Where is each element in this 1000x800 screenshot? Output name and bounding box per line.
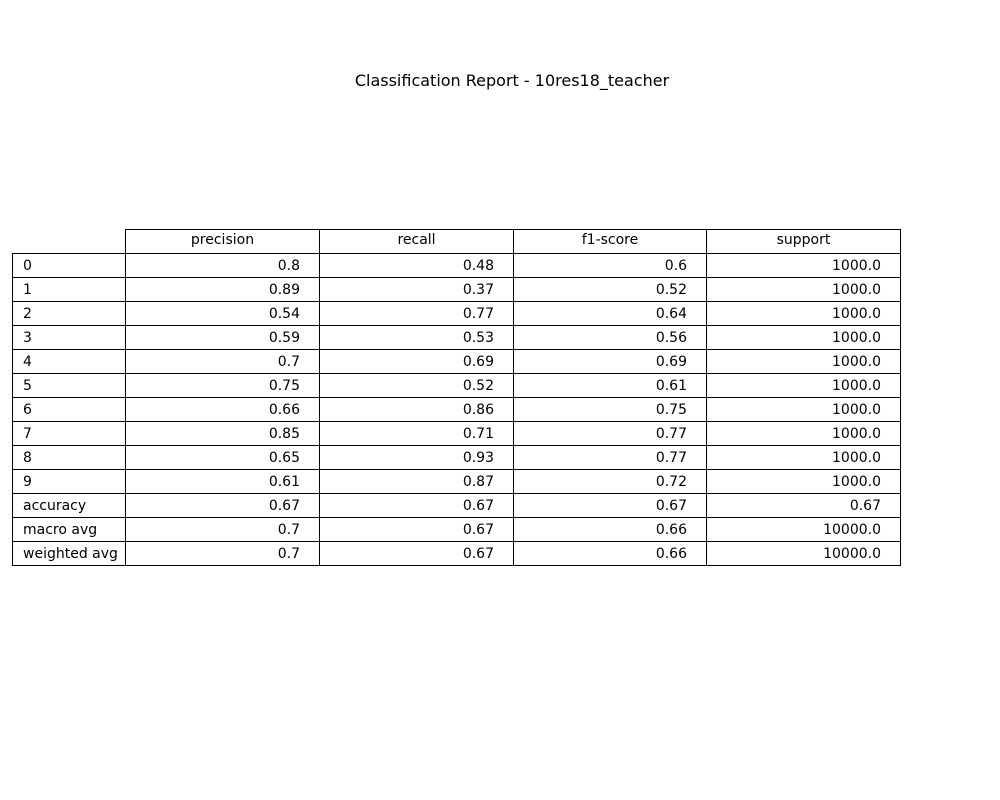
- cell-support: 1000.0: [706, 349, 901, 374]
- row-label: 4: [12, 349, 126, 374]
- cell-precision: 0.85: [125, 421, 320, 446]
- cell-f1-score: 0.66: [513, 541, 707, 566]
- row-label: 7: [12, 421, 126, 446]
- cell-recall: 0.93: [319, 445, 514, 470]
- column-header-precision: precision: [125, 229, 320, 254]
- cell-recall: 0.67: [319, 541, 514, 566]
- cell-support: 1000.0: [706, 277, 901, 302]
- cell-f1-score: 0.72: [513, 469, 707, 494]
- header-corner: [13, 230, 126, 254]
- table-row: 8 0.65 0.93 0.77 1000.0: [12, 445, 901, 470]
- row-label: 5: [12, 373, 126, 398]
- chart-title: Classification Report - 10res18_teacher: [354, 71, 670, 90]
- column-header-support: support: [706, 229, 901, 254]
- classification-report-table: precision recall f1-score support 0 0.8 0.…: [12, 229, 901, 566]
- cell-precision: 0.65: [125, 445, 320, 470]
- row-label: accuracy: [12, 493, 126, 518]
- row-label: weighted avg: [12, 541, 126, 566]
- cell-recall: 0.67: [319, 493, 514, 518]
- table-row: 1 0.89 0.37 0.52 1000.0: [12, 277, 901, 302]
- cell-precision: 0.75: [125, 373, 320, 398]
- cell-f1-score: 0.67: [513, 493, 707, 518]
- table-row: 2 0.54 0.77 0.64 1000.0: [12, 301, 901, 326]
- table-row: weighted avg 0.7 0.67 0.66 10000.0: [12, 541, 901, 566]
- table-row: macro avg 0.7 0.67 0.66 10000.0: [12, 517, 901, 542]
- cell-precision: 0.61: [125, 469, 320, 494]
- cell-support: 1000.0: [706, 421, 901, 446]
- row-label: 3: [12, 325, 126, 350]
- cell-f1-score: 0.61: [513, 373, 707, 398]
- cell-support: 1000.0: [706, 397, 901, 422]
- cell-support: 0.67: [706, 493, 901, 518]
- row-label: 8: [12, 445, 126, 470]
- cell-precision: 0.7: [125, 541, 320, 566]
- cell-f1-score: 0.77: [513, 421, 707, 446]
- table-row: 4 0.7 0.69 0.69 1000.0: [12, 349, 901, 374]
- cell-recall: 0.52: [319, 373, 514, 398]
- cell-precision: 0.66: [125, 397, 320, 422]
- cell-precision: 0.7: [125, 517, 320, 542]
- cell-recall: 0.87: [319, 469, 514, 494]
- cell-support: 10000.0: [706, 541, 901, 566]
- cell-f1-score: 0.69: [513, 349, 707, 374]
- row-label: 9: [12, 469, 126, 494]
- cell-support: 1000.0: [706, 373, 901, 398]
- cell-precision: 0.89: [125, 277, 320, 302]
- cell-precision: 0.67: [125, 493, 320, 518]
- table-row: 7 0.85 0.71 0.77 1000.0: [12, 421, 901, 446]
- row-label: 6: [12, 397, 126, 422]
- cell-support: 1000.0: [706, 445, 901, 470]
- cell-support: 1000.0: [706, 253, 901, 278]
- cell-recall: 0.77: [319, 301, 514, 326]
- cell-precision: 0.59: [125, 325, 320, 350]
- cell-f1-score: 0.52: [513, 277, 707, 302]
- cell-precision: 0.54: [125, 301, 320, 326]
- column-header-f1-score: f1-score: [513, 229, 707, 254]
- cell-f1-score: 0.64: [513, 301, 707, 326]
- row-label: 1: [12, 277, 126, 302]
- cell-f1-score: 0.77: [513, 445, 707, 470]
- cell-precision: 0.8: [125, 253, 320, 278]
- cell-precision: 0.7: [125, 349, 320, 374]
- cell-support: 10000.0: [706, 517, 901, 542]
- cell-recall: 0.71: [319, 421, 514, 446]
- table-row: 5 0.75 0.52 0.61 1000.0: [12, 373, 901, 398]
- cell-recall: 0.86: [319, 397, 514, 422]
- cell-f1-score: 0.66: [513, 517, 707, 542]
- row-label: 0: [12, 253, 126, 278]
- cell-support: 1000.0: [706, 469, 901, 494]
- cell-f1-score: 0.56: [513, 325, 707, 350]
- table-row: 9 0.61 0.87 0.72 1000.0: [12, 469, 901, 494]
- cell-support: 1000.0: [706, 301, 901, 326]
- cell-f1-score: 0.6: [513, 253, 707, 278]
- table-row: accuracy 0.67 0.67 0.67 0.67: [12, 493, 901, 518]
- header-row: precision recall f1-score support: [13, 229, 901, 254]
- table-row: 6 0.66 0.86 0.75 1000.0: [12, 397, 901, 422]
- cell-f1-score: 0.75: [513, 397, 707, 422]
- table-row: 3 0.59 0.53 0.56 1000.0: [12, 325, 901, 350]
- cell-recall: 0.69: [319, 349, 514, 374]
- cell-recall: 0.48: [319, 253, 514, 278]
- cell-support: 1000.0: [706, 325, 901, 350]
- row-label: 2: [12, 301, 126, 326]
- cell-recall: 0.53: [319, 325, 514, 350]
- row-label: macro avg: [12, 517, 126, 542]
- table-row: 0 0.8 0.48 0.6 1000.0: [12, 253, 901, 278]
- cell-recall: 0.67: [319, 517, 514, 542]
- cell-recall: 0.37: [319, 277, 514, 302]
- column-header-recall: recall: [319, 229, 514, 254]
- table-body: 0 0.8 0.48 0.6 1000.0 1 0.89 0.37 0.52 1000.0 2 0.5…: [12, 253, 901, 566]
